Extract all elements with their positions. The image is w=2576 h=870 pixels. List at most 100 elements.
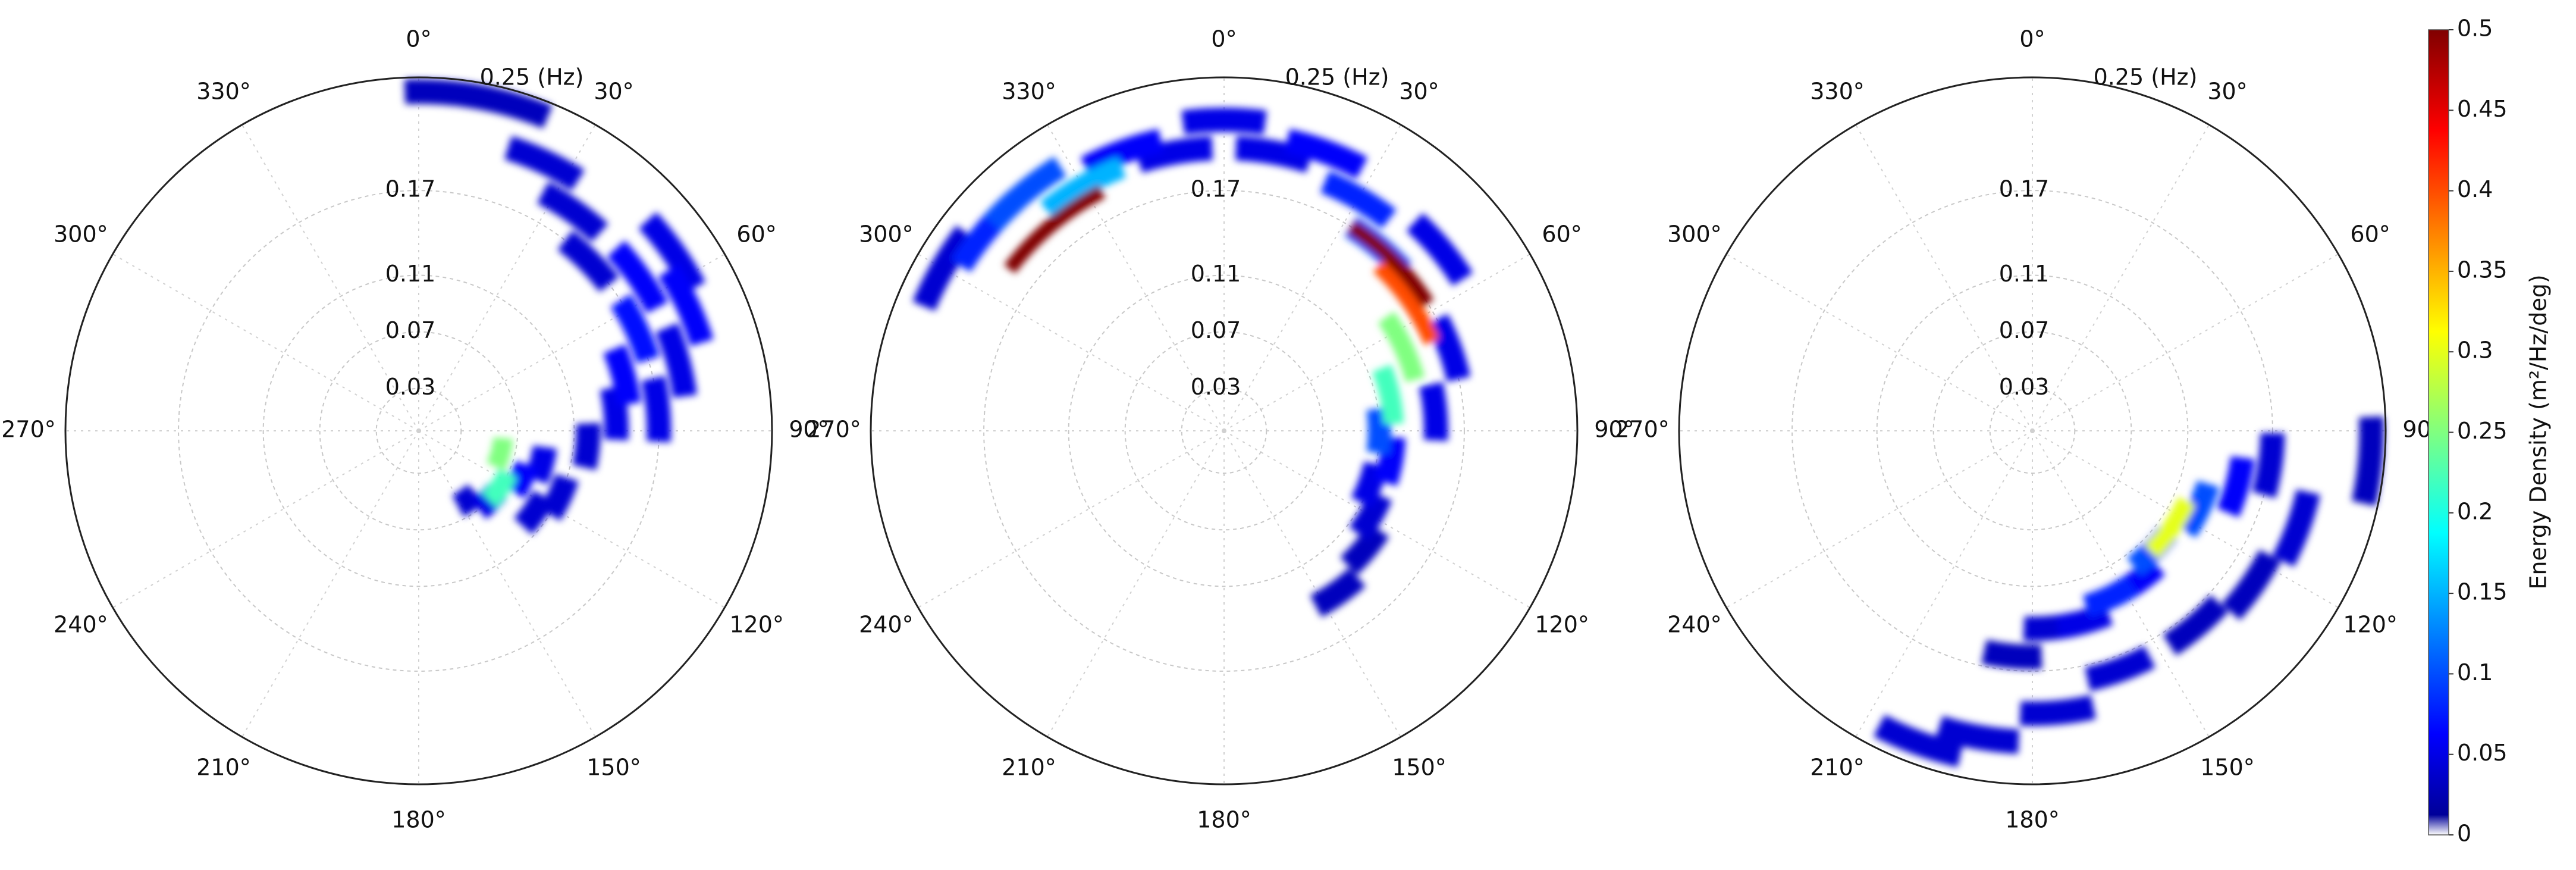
spoke xyxy=(1047,124,1225,431)
spoke xyxy=(1855,430,2033,737)
spectrum-cell xyxy=(1373,259,1440,345)
colorbar-tick-label: 0.3 xyxy=(2457,337,2493,364)
theta-tick-label: 300° xyxy=(54,221,108,248)
spectrum-cell xyxy=(2085,646,2155,691)
polar-frame xyxy=(1678,76,2387,785)
theta-tick-label: 60° xyxy=(1542,221,1582,248)
theta-tick-label: 300° xyxy=(1667,221,1722,248)
spectrum-cell xyxy=(1419,381,1448,442)
r-tick-label: 0.25 (Hz) xyxy=(480,64,584,90)
spectrum-cell xyxy=(2144,497,2195,559)
ring xyxy=(1791,190,2273,672)
spectrum-cell xyxy=(2217,456,2255,518)
spectrum-cell xyxy=(2222,549,2282,621)
theta-tick-label: 30° xyxy=(2207,78,2247,104)
spoke xyxy=(241,124,419,431)
spectrum-cell xyxy=(487,437,513,471)
spectrum xyxy=(912,107,1473,618)
r-tick-label: 0.11 xyxy=(1999,261,2050,287)
r-tick-label: 0.25 (Hz) xyxy=(1285,64,1389,90)
spectrum-cell xyxy=(2082,575,2139,618)
spoke xyxy=(2032,430,2339,608)
spoke xyxy=(1223,430,1530,608)
theta-tick-label: 270° xyxy=(1,417,56,443)
theta-tick-label: 240° xyxy=(1667,612,1722,638)
spoke xyxy=(1726,254,2033,431)
spectrum-cell xyxy=(1372,364,1404,424)
colorbar-tick-label: 0.05 xyxy=(2457,740,2508,766)
polar-frame xyxy=(64,76,773,785)
theta-tick-label: 120° xyxy=(1535,612,1589,638)
spectrum-cell xyxy=(610,294,660,364)
spectrum-cell xyxy=(1003,185,1106,274)
spectrum-cell xyxy=(1378,311,1425,383)
r-tick-label: 0.07 xyxy=(1999,317,2050,343)
spoke xyxy=(112,254,419,431)
spectrum-cell xyxy=(1340,523,1389,575)
spoke xyxy=(918,430,1225,608)
spectrum-cell xyxy=(503,461,538,499)
theta-tick-label: 90° xyxy=(789,417,829,443)
theta-tick-label: 240° xyxy=(54,612,108,638)
r-tick-label: 0.03 xyxy=(1191,374,1241,400)
theta-tick-label: 150° xyxy=(1392,755,1447,781)
spectrum-cell xyxy=(1406,212,1473,286)
spoke xyxy=(418,430,725,608)
spectrum-cell xyxy=(2272,489,2321,567)
spoke xyxy=(112,430,419,608)
polar-panel: 0°30°60°90°120°150°180°210°240°270°300°3… xyxy=(807,26,1634,833)
theta-tick-label: 120° xyxy=(729,612,784,638)
spectrum-cell xyxy=(983,157,1066,231)
spectrum-cell xyxy=(1040,157,1126,220)
spectrum-cell xyxy=(2019,694,2097,726)
spectrum-cell xyxy=(1310,568,1366,618)
theta-tick-label: 0° xyxy=(2019,26,2045,52)
spoke xyxy=(1223,430,1401,737)
spoke xyxy=(1047,430,1225,737)
theta-tick-label: 150° xyxy=(586,755,641,781)
ring xyxy=(375,387,462,474)
r-tick-label: 0.11 xyxy=(385,261,436,287)
r-tick-label: 0.03 xyxy=(385,374,436,400)
theta-tick-label: 210° xyxy=(1810,755,1865,781)
ring xyxy=(1124,331,1324,531)
spectrum-cell xyxy=(1981,640,2042,669)
theta-tick-label: 60° xyxy=(2350,221,2390,248)
theta-tick-label: 330° xyxy=(196,78,251,104)
theta-tick-label: 240° xyxy=(859,612,914,638)
theta-tick-label: 330° xyxy=(1002,78,1056,104)
r-tick-label: 0.25 (Hz) xyxy=(2094,64,2198,90)
spectrum-cell xyxy=(1284,129,1368,179)
ring xyxy=(983,190,1465,672)
theta-tick-label: 300° xyxy=(859,221,914,248)
spoke xyxy=(418,430,596,737)
theta-tick-label: 0° xyxy=(406,26,431,52)
ring xyxy=(1181,387,1267,474)
ring xyxy=(262,274,575,587)
spectrum-cell xyxy=(1873,715,1963,768)
colorbar-tick-label: 0.5 xyxy=(2457,15,2493,42)
r-tick-label: 0.03 xyxy=(1999,374,2050,400)
theta-tick-label: 30° xyxy=(1399,78,1439,104)
spoke xyxy=(1223,254,1530,431)
spectrum-cell xyxy=(658,264,714,346)
spectrum-cell xyxy=(1426,314,1471,382)
theta-tick-label: 0° xyxy=(1211,26,1237,52)
spectrum-cell xyxy=(482,468,517,508)
spectrum-cell xyxy=(655,323,697,398)
spectrum-cell xyxy=(2351,416,2384,506)
colorbar-tick-label: 0.2 xyxy=(2457,498,2493,524)
r-tick-label: 0.07 xyxy=(1191,317,1241,343)
spectrum-cell xyxy=(638,212,706,293)
r-tick-label: 0.17 xyxy=(1999,176,2050,202)
spoke xyxy=(1726,430,2033,608)
spectrum-cell xyxy=(641,375,672,443)
spoke xyxy=(918,254,1225,431)
ring xyxy=(1876,274,2189,587)
colorbar-tick-label: 0.25 xyxy=(2457,418,2508,444)
spectrum-cell xyxy=(2163,594,2229,656)
theta-tick-label: 120° xyxy=(2343,612,2398,638)
theta-tick-label: 330° xyxy=(1810,78,1865,104)
polar-panel: 0°30°60°90°120°150°180°210°240°270°300°3… xyxy=(1615,26,2442,833)
